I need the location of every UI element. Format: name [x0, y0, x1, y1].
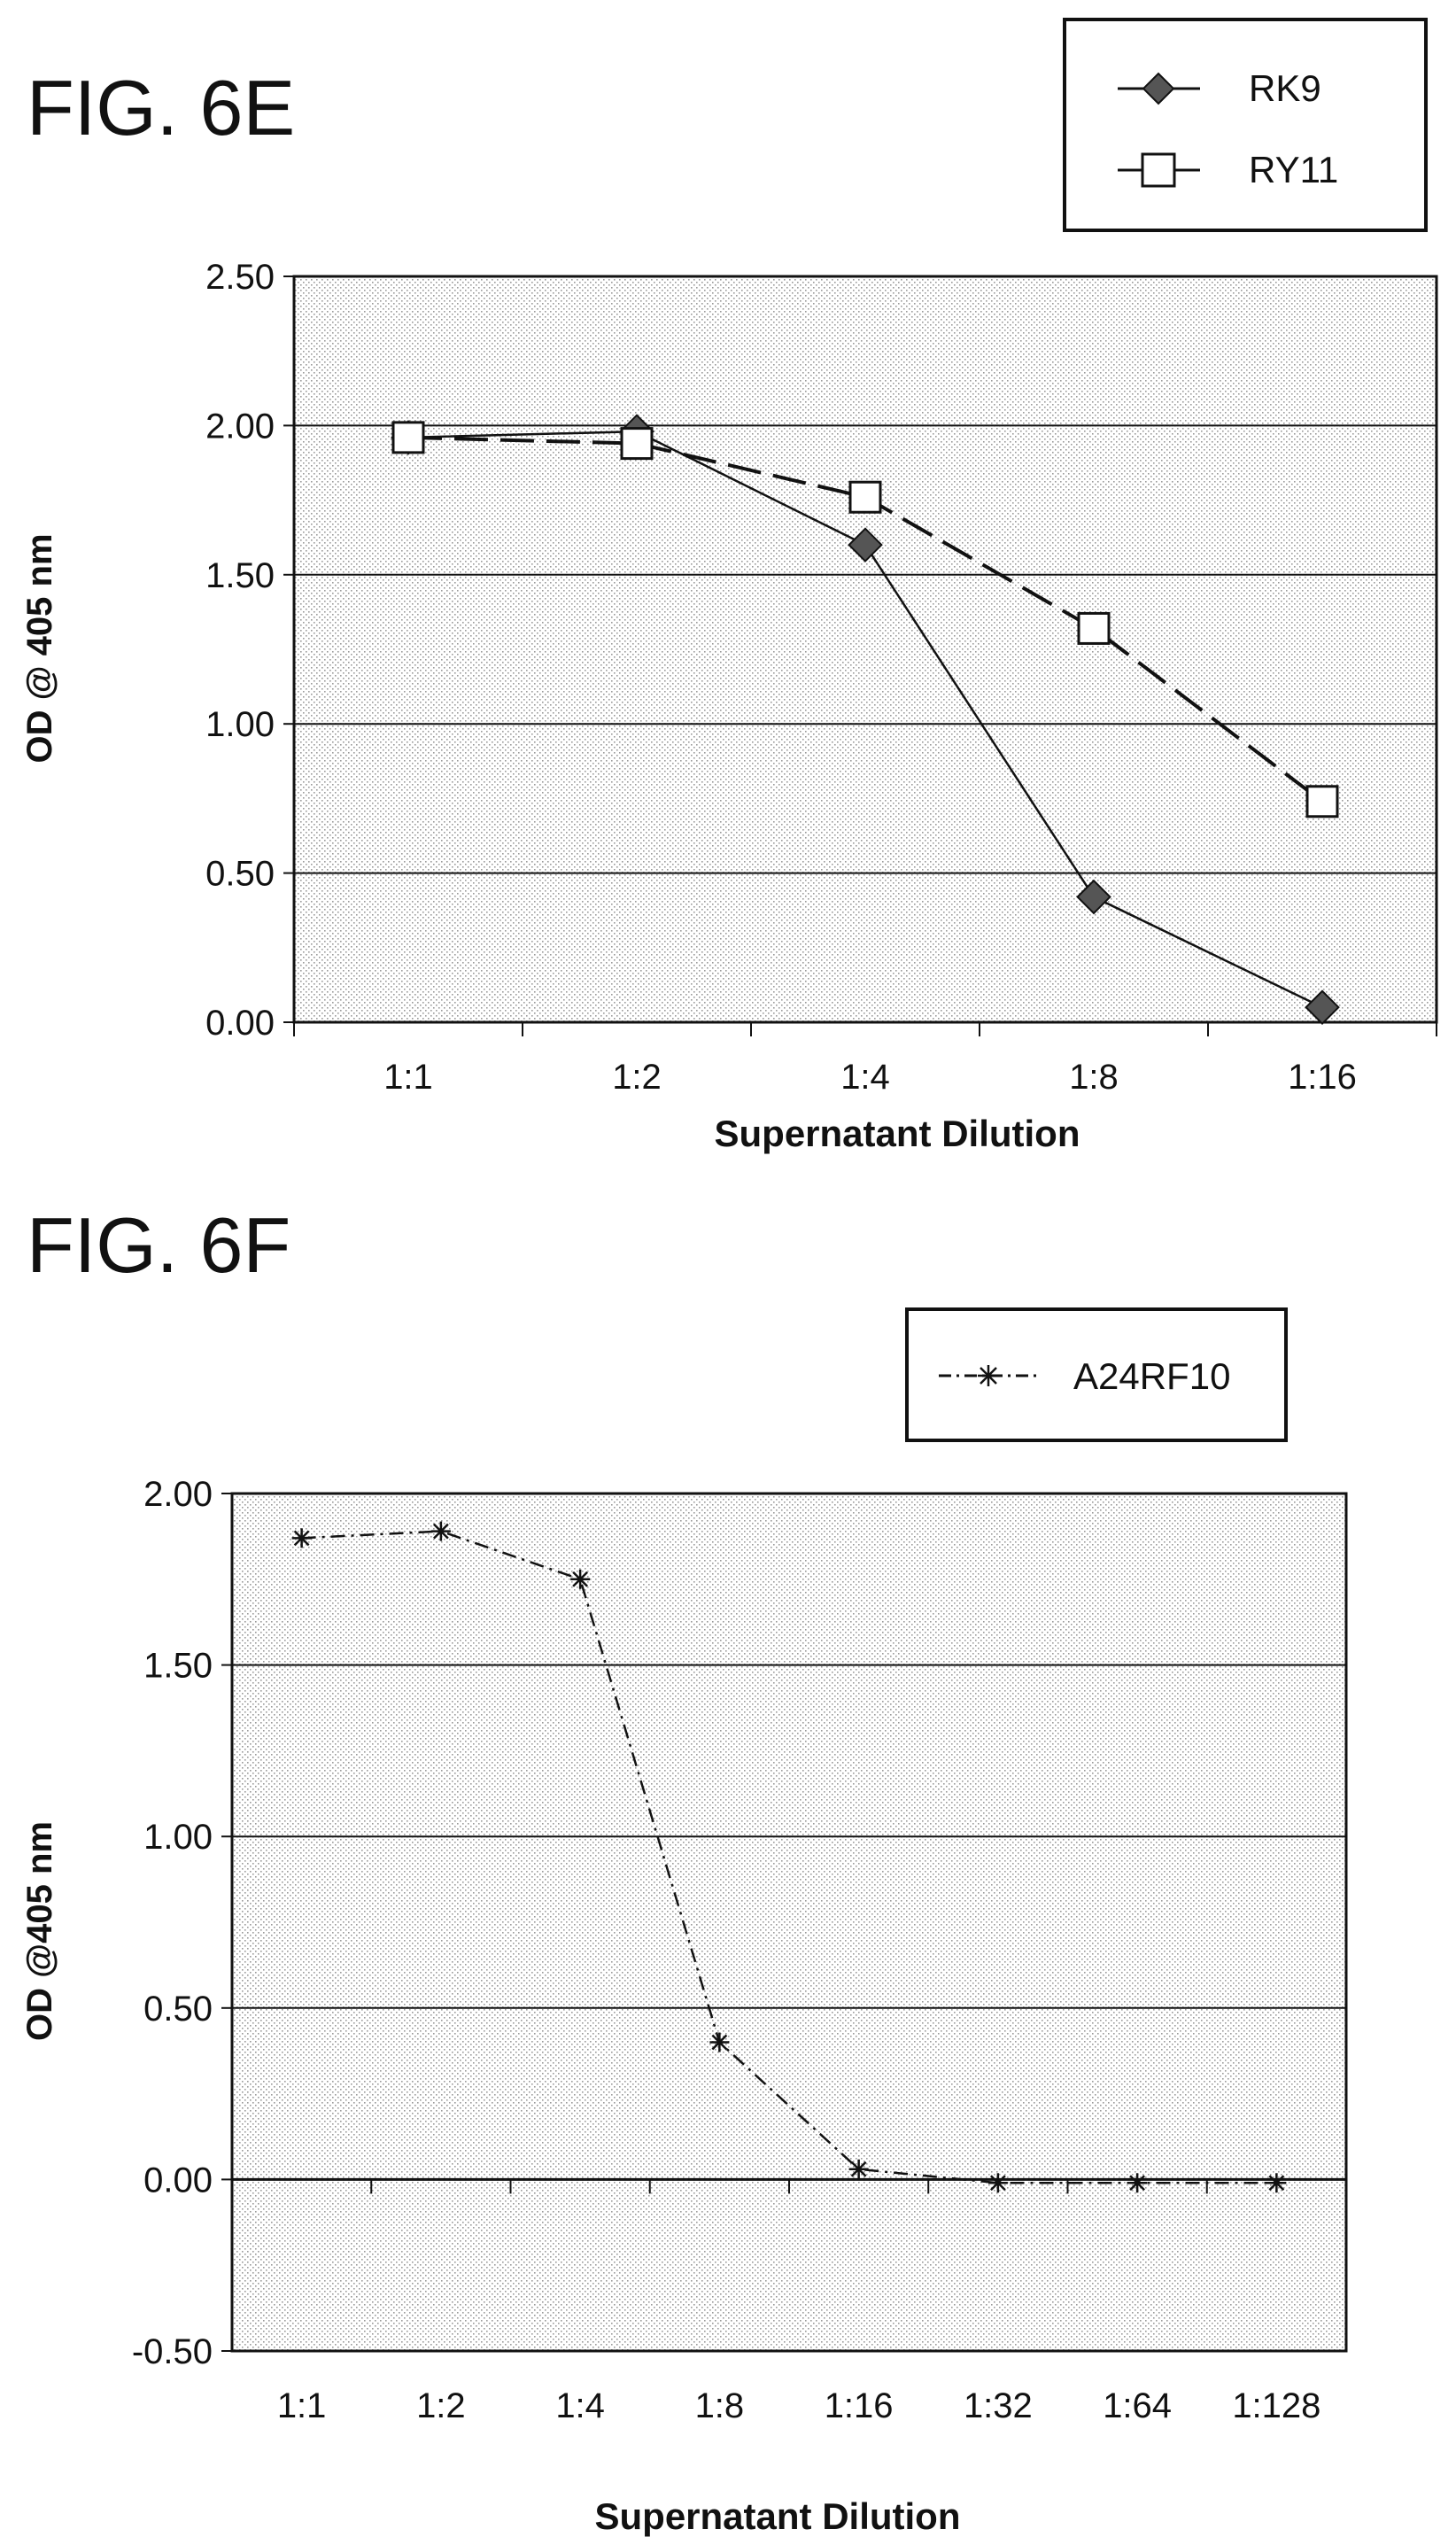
- y-tick-label-0: 2.00: [205, 407, 275, 446]
- legend-6e: RK9 RY11: [1063, 18, 1428, 232]
- legend-marker-rk9: [1142, 72, 1175, 105]
- y-tick-label-1: 1.00: [143, 1818, 213, 1857]
- y-tick-label-0: 1.50: [205, 556, 275, 595]
- plot-frame-0: [292, 275, 1438, 1024]
- x-tick-label-0: 1:4: [840, 1058, 890, 1097]
- data-point-a24rf10: [709, 2032, 730, 2052]
- data-point-a24rf10: [987, 2173, 1008, 2193]
- y-tick-label-0: 2.50: [205, 258, 275, 297]
- data-point-a24rf10: [848, 2159, 869, 2179]
- x-tick-label-1: 1:1: [277, 2386, 327, 2425]
- plot-area-6f: -0.50 0.00 0.50 1.00 1.50 2.00 1:1 1:2 1:4 1:8 1:1…: [132, 1475, 1348, 2425]
- y-axis-title-6f: OD @405 nm: [20, 1821, 59, 2041]
- x-tick-label-0: 1:16: [1288, 1058, 1357, 1097]
- data-point-rk9: [848, 527, 883, 562]
- data-point-a24rf10: [1127, 2173, 1148, 2193]
- chart-6e: FIG. 6E RK9 RY11 0.00 0.50 1.00 1.50 2.00 2.5…: [20, 18, 1438, 1154]
- x-axis-title-6f: Supernatant Dilution: [595, 2495, 961, 2537]
- x-axis-title-6e: Supernatant Dilution: [715, 1113, 1080, 1154]
- y-tick-label-1: 1.50: [143, 1647, 213, 1686]
- y-tick-label-1: 2.00: [143, 1475, 213, 1514]
- y-tick-label-1: 0.00: [143, 2161, 213, 2200]
- y-axis-title-6e: OD @ 405 nm: [20, 533, 59, 763]
- y-tick-label-0: 0.00: [205, 1004, 275, 1043]
- x-tick-label-1: 1:4: [555, 2386, 605, 2425]
- legend-label-ry11: RY11: [1249, 149, 1338, 190]
- data-point-a24rf10: [291, 1528, 312, 1548]
- y-tick-label-1: -0.50: [132, 2332, 213, 2371]
- data-point-ry11: [391, 421, 425, 454]
- x-tick-label-0: 1:8: [1069, 1058, 1119, 1097]
- data-point-ry11: [620, 427, 654, 461]
- data-point-rk9: [1076, 879, 1111, 915]
- y-tick-label-1: 0.50: [143, 1990, 213, 2029]
- x-tick-label-1: 1:2: [416, 2386, 466, 2425]
- data-point-rk9: [1305, 989, 1340, 1025]
- legend-marker-a24rf10: [978, 1365, 999, 1386]
- figure-label-6e: FIG. 6E: [27, 64, 295, 151]
- y-tick-label-0: 0.50: [205, 855, 275, 894]
- x-tick-label-0: 1:1: [383, 1058, 433, 1097]
- x-tick-label-1: 1:8: [695, 2386, 745, 2425]
- figure-label-6f: FIG. 6F: [27, 1201, 290, 1289]
- plot-frame-1: [230, 1492, 1348, 2353]
- data-point-a24rf10: [430, 1521, 451, 1541]
- x-tick-label-1: 1:32: [964, 2386, 1033, 2425]
- data-point-ry11: [1305, 785, 1339, 819]
- y-tick-label-0: 1.00: [205, 705, 275, 744]
- x-tick-label-0: 1:2: [612, 1058, 662, 1097]
- data-point-a24rf10: [570, 1569, 591, 1589]
- plot-area-6e: 0.00 0.50 1.00 1.50 2.00 2.50 1:1 1:2 1:4 1:8 1:16: [205, 258, 1438, 1097]
- chart-6f: FIG. 6F A24RF10 -0.50 0.00 0.50 1.00 1.50 2.0…: [20, 1201, 1348, 2537]
- legend-6f: A24RF10: [905, 1307, 1288, 1442]
- x-tick-label-1: 1:16: [825, 2386, 894, 2425]
- x-tick-label-1: 1:128: [1232, 2386, 1320, 2425]
- legend-marker-ry11: [1141, 152, 1176, 188]
- data-point-ry11: [848, 480, 882, 514]
- legend-box-6f: [905, 1307, 1288, 1442]
- data-point-ry11: [1077, 611, 1111, 645]
- legend-label-rk9: RK9: [1249, 67, 1321, 109]
- x-tick-label-1: 1:64: [1103, 2386, 1172, 2425]
- data-point-a24rf10: [1266, 2173, 1287, 2193]
- legend-label-a24rf10: A24RF10: [1073, 1355, 1230, 1397]
- legend-box-6e: [1063, 18, 1428, 232]
